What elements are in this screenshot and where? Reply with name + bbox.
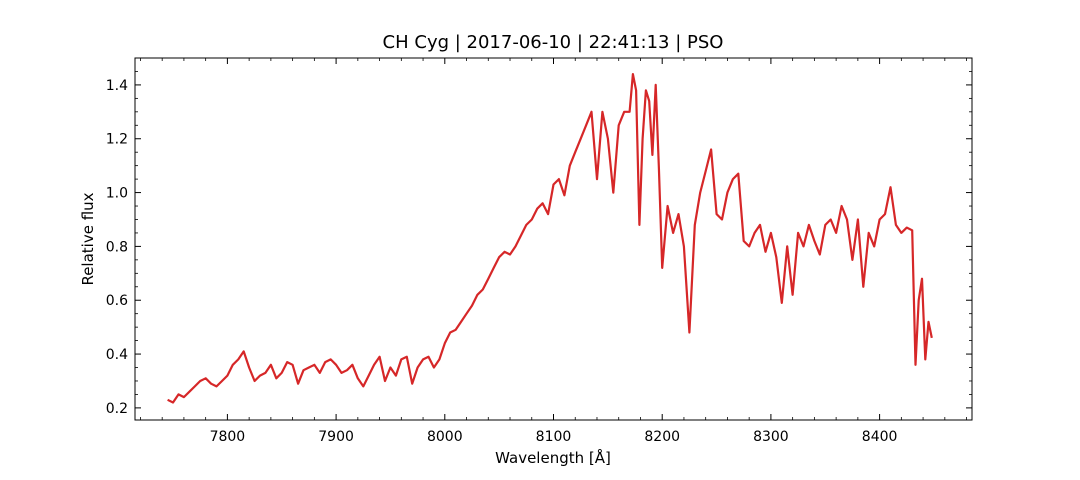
x-tick-label: 8000 [427,429,463,445]
plot-frame [134,57,973,421]
x-tick-label: 8400 [862,429,898,445]
y-tick-label: 0.2 [106,401,128,417]
chart-title: CH Cyg | 2017-06-10 | 22:41:13 | PSO [383,32,724,53]
x-axis-label: Wavelength [Å] [495,448,611,467]
y-tick-label: 0.8 [106,239,128,255]
y-tick-label: 1.0 [106,186,128,202]
y-tick-label: 1.4 [106,78,128,94]
y-tick-label: 0.6 [106,293,128,309]
plot-area: 7800 7900 8000 8100 8200 8300 8400 0.2 0.4 0.6 0.8… [106,57,973,445]
y-tick-label: 0.4 [106,347,128,363]
x-tick-label: 8200 [644,429,680,445]
x-tick-label: 7800 [210,429,246,445]
x-tick-label: 8300 [753,429,789,445]
series-layer [167,73,933,404]
x-tick-label: 8100 [536,429,572,445]
spectrum-line [167,73,933,404]
axis-ticks: 7800 7900 8000 8100 8200 8300 8400 0.2 0.4 0.6 0.8… [106,57,972,445]
x-tick-label: 7900 [318,429,354,445]
y-axis-label: Relative flux [79,192,97,285]
y-tick-label: 1.2 [106,132,128,148]
